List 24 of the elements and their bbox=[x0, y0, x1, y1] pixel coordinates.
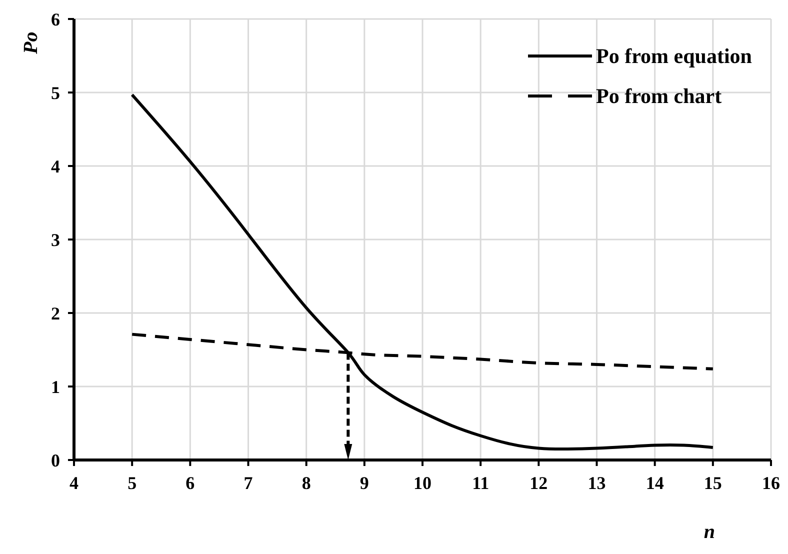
x-tick-label: 8 bbox=[302, 472, 311, 493]
x-tick-label: 11 bbox=[472, 472, 490, 493]
y-tick-label: 1 bbox=[51, 376, 60, 397]
x-tick-label: 13 bbox=[588, 472, 606, 493]
x-axis-title: n bbox=[704, 521, 715, 543]
y-tick-label: 5 bbox=[51, 82, 60, 103]
x-tick-label: 14 bbox=[646, 472, 664, 493]
x-tick-label: 7 bbox=[244, 472, 253, 493]
y-axis-title: Po bbox=[20, 32, 42, 55]
x-tick-label: 6 bbox=[186, 472, 195, 493]
y-tick-label: 3 bbox=[51, 230, 60, 250]
y-tick-label: 2 bbox=[51, 303, 60, 324]
x-tick-label: 12 bbox=[530, 472, 548, 493]
legend-label: Po from equation bbox=[596, 44, 752, 68]
x-tick-label: 4 bbox=[70, 472, 78, 493]
y-tick-label: 0 bbox=[51, 450, 60, 470]
x-tick-label: 15 bbox=[704, 472, 722, 493]
x-tick-label: 10 bbox=[414, 472, 432, 493]
x-tick-label: 9 bbox=[360, 472, 369, 493]
x-tick-label: 16 bbox=[762, 472, 780, 493]
x-tick-label: 5 bbox=[128, 472, 137, 493]
y-tick-label: 4 bbox=[51, 156, 60, 176]
legend-label: Po from chart bbox=[596, 84, 722, 108]
y-tick-label: 6 bbox=[51, 9, 60, 30]
